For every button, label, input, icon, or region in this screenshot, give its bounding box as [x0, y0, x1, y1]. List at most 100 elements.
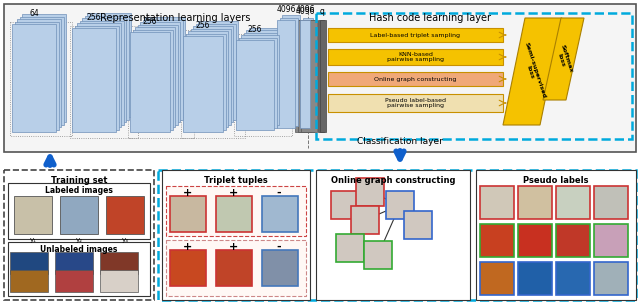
Bar: [100, 252, 138, 274]
Bar: [277, 20, 295, 128]
Bar: [166, 186, 306, 236]
Bar: [234, 38, 292, 136]
Bar: [128, 30, 194, 138]
Bar: [594, 224, 628, 257]
Bar: [248, 27, 287, 118]
Bar: [17, 19, 61, 127]
Bar: [170, 250, 206, 286]
Bar: [10, 252, 48, 274]
Bar: [328, 28, 503, 42]
Bar: [130, 32, 170, 132]
Text: Softmax
loss: Softmax loss: [554, 43, 573, 75]
Bar: [79, 20, 124, 125]
Bar: [193, 26, 233, 122]
Bar: [556, 224, 590, 257]
Bar: [518, 262, 552, 295]
Bar: [181, 34, 245, 138]
Bar: [216, 250, 252, 286]
Bar: [328, 49, 503, 65]
Bar: [246, 30, 284, 120]
Text: +: +: [182, 242, 191, 252]
Bar: [480, 186, 514, 219]
Bar: [8, 183, 150, 239]
Bar: [143, 19, 182, 119]
Bar: [594, 262, 628, 295]
Bar: [518, 224, 552, 257]
Bar: [364, 241, 392, 269]
Text: 4096: 4096: [276, 5, 296, 14]
Bar: [480, 224, 514, 257]
Bar: [404, 211, 432, 239]
Polygon shape: [543, 18, 584, 100]
Bar: [10, 22, 72, 136]
Bar: [8, 242, 150, 296]
Bar: [480, 262, 514, 295]
Text: +: +: [228, 188, 237, 198]
Text: Unlabeled images: Unlabeled images: [40, 245, 118, 254]
Text: Label-based triplet sampling: Label-based triplet sampling: [371, 33, 461, 37]
Bar: [132, 29, 173, 130]
Bar: [198, 21, 238, 117]
Bar: [170, 196, 206, 232]
Bar: [84, 16, 129, 119]
Bar: [4, 4, 636, 152]
Bar: [191, 29, 230, 125]
Bar: [282, 15, 300, 123]
Bar: [316, 170, 470, 300]
Bar: [298, 20, 314, 132]
Bar: [12, 24, 56, 132]
Bar: [55, 252, 93, 274]
Bar: [262, 250, 298, 286]
Text: Pseudo label-based
pairwise sampling: Pseudo label-based pairwise sampling: [385, 98, 446, 109]
Text: Training set: Training set: [51, 176, 108, 185]
Bar: [158, 170, 636, 300]
Text: Online graph constructing: Online graph constructing: [374, 77, 457, 81]
Text: Representation learning layers: Representation learning layers: [100, 13, 250, 23]
Text: 256: 256: [196, 21, 211, 30]
Bar: [320, 20, 326, 132]
Bar: [336, 234, 364, 262]
Text: y₃: y₃: [122, 237, 129, 243]
Bar: [241, 35, 279, 125]
Text: 256: 256: [87, 13, 101, 22]
Bar: [318, 20, 324, 132]
Bar: [236, 40, 274, 130]
Bar: [135, 27, 175, 127]
Text: Labeled images: Labeled images: [45, 186, 113, 195]
Text: Hash code learning layer: Hash code learning layer: [369, 13, 491, 23]
Text: Semi-supervised
loss: Semi-supervised loss: [518, 42, 547, 101]
Bar: [328, 94, 503, 112]
Bar: [328, 72, 503, 86]
Bar: [106, 196, 144, 234]
Text: 256: 256: [143, 17, 157, 26]
Text: +: +: [228, 242, 237, 252]
Bar: [55, 270, 93, 292]
Bar: [22, 14, 66, 122]
Bar: [87, 13, 131, 117]
Text: -: -: [276, 242, 282, 252]
Text: Pseudo labels: Pseudo labels: [524, 176, 589, 185]
Bar: [162, 170, 310, 300]
Bar: [295, 20, 311, 132]
Bar: [4, 170, 154, 300]
Bar: [556, 186, 590, 219]
Bar: [316, 13, 632, 139]
Text: 4096: 4096: [295, 7, 315, 16]
Bar: [60, 196, 98, 234]
Bar: [594, 186, 628, 219]
Bar: [82, 18, 126, 122]
Bar: [74, 26, 118, 130]
Bar: [138, 25, 177, 125]
Bar: [70, 26, 138, 138]
Text: +: +: [182, 188, 191, 198]
Polygon shape: [503, 18, 562, 125]
Text: y₂: y₂: [76, 237, 83, 243]
Bar: [476, 170, 636, 300]
Bar: [188, 31, 228, 127]
Bar: [145, 17, 185, 117]
Text: 256: 256: [248, 25, 262, 34]
Bar: [280, 18, 298, 126]
Bar: [386, 191, 414, 219]
Bar: [166, 240, 306, 296]
Bar: [14, 196, 52, 234]
